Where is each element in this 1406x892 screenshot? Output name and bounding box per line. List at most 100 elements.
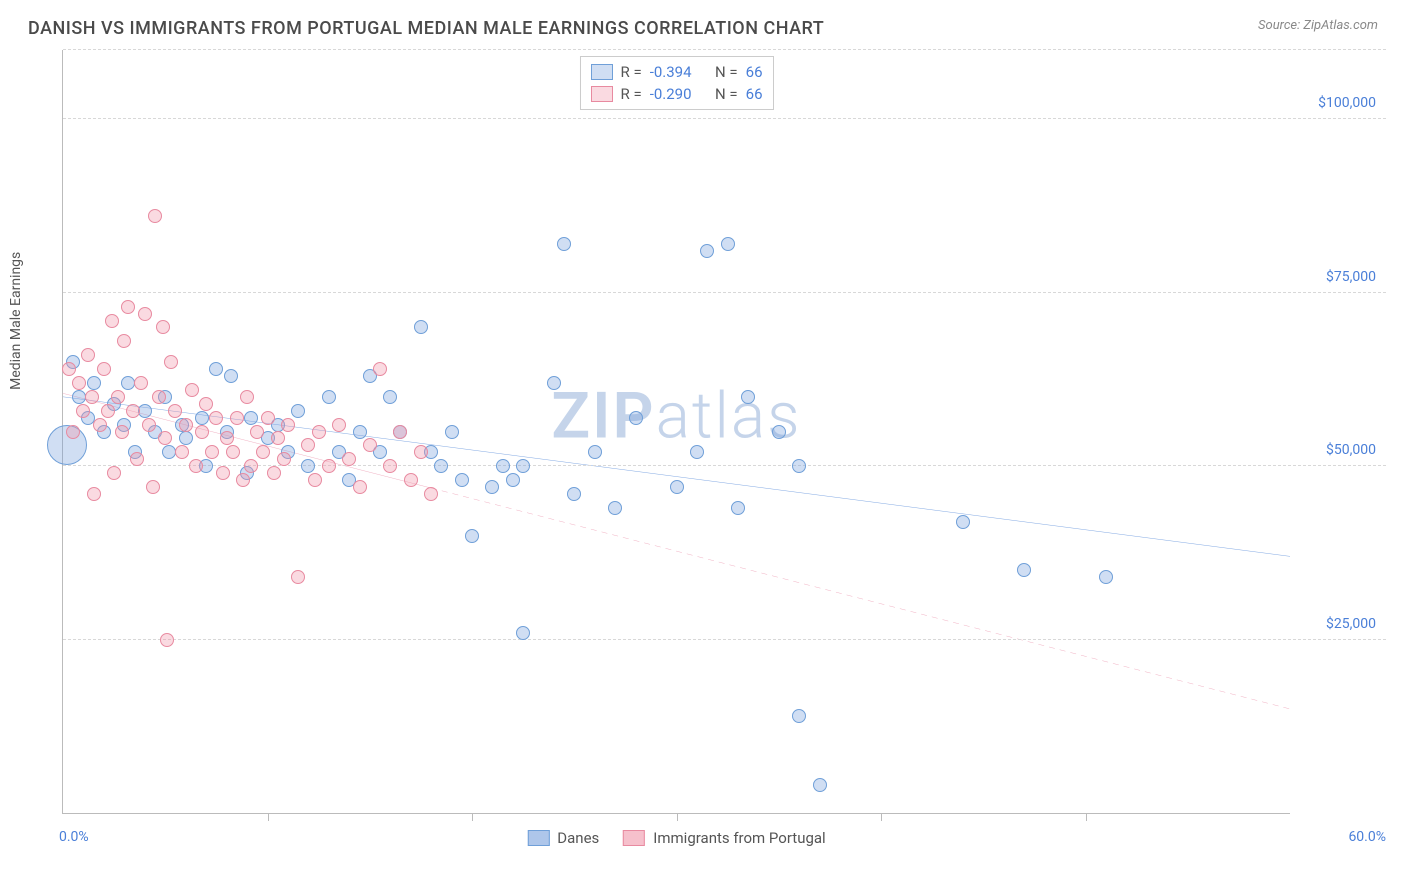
data-point	[209, 362, 223, 376]
data-point	[130, 452, 144, 466]
data-point	[189, 459, 203, 473]
data-point	[152, 390, 166, 404]
data-point	[107, 466, 121, 480]
n-label: N =	[715, 85, 738, 103]
data-point	[792, 709, 806, 723]
y-tick-label: $25,000	[1326, 616, 1376, 632]
data-point	[111, 390, 125, 404]
x-tick	[881, 813, 882, 821]
data-point	[700, 244, 714, 258]
legend-swatch	[590, 86, 612, 102]
x-tick	[677, 813, 678, 821]
data-point	[224, 369, 238, 383]
data-point	[424, 487, 438, 501]
data-point	[97, 362, 111, 376]
data-point	[322, 390, 336, 404]
data-point	[164, 355, 178, 369]
data-point	[312, 425, 326, 439]
data-point	[66, 425, 80, 439]
data-point	[267, 466, 281, 480]
data-point	[291, 570, 305, 584]
legend-label: Danes	[557, 829, 599, 847]
data-point	[741, 390, 755, 404]
data-point	[244, 459, 258, 473]
data-point	[244, 411, 258, 425]
gridline	[63, 639, 1386, 640]
legend-label: Immigrants from Portugal	[653, 829, 825, 847]
data-point	[209, 411, 223, 425]
data-point	[506, 473, 520, 487]
data-point	[353, 480, 367, 494]
data-point	[455, 473, 469, 487]
data-point	[105, 314, 119, 328]
data-point	[393, 425, 407, 439]
data-point	[87, 487, 101, 501]
data-point	[195, 425, 209, 439]
x-tick	[1086, 813, 1087, 821]
chart-title: DANISH VS IMMIGRANTS FROM PORTUGAL MEDIA…	[28, 18, 824, 39]
legend-swatch	[590, 64, 612, 80]
x-tick	[472, 813, 473, 821]
n-value: 66	[746, 85, 763, 103]
data-point	[216, 466, 230, 480]
data-point	[792, 459, 806, 473]
data-point	[383, 459, 397, 473]
legend-item: Immigrants from Portugal	[623, 829, 825, 847]
data-point	[76, 404, 90, 418]
n-value: 66	[746, 63, 763, 81]
data-point	[158, 431, 172, 445]
data-point	[240, 390, 254, 404]
data-point	[205, 445, 219, 459]
data-point	[156, 320, 170, 334]
data-point	[250, 425, 264, 439]
n-label: N =	[715, 63, 738, 81]
r-value: -0.394	[650, 63, 692, 81]
data-point	[301, 438, 315, 452]
data-point	[117, 334, 131, 348]
data-point	[516, 459, 530, 473]
data-point	[404, 473, 418, 487]
data-point	[772, 425, 786, 439]
data-point	[373, 362, 387, 376]
data-point	[220, 431, 234, 445]
data-point	[496, 459, 510, 473]
data-point	[956, 515, 970, 529]
data-point	[160, 633, 174, 647]
data-point	[353, 425, 367, 439]
correlation-row: R = -0.394 N = 66	[590, 61, 762, 83]
data-point	[629, 411, 643, 425]
data-point	[281, 418, 295, 432]
data-point	[731, 501, 745, 515]
data-point	[547, 376, 561, 390]
data-point	[195, 411, 209, 425]
r-label: R =	[620, 85, 641, 103]
data-point	[588, 445, 602, 459]
data-point	[72, 376, 86, 390]
data-point	[168, 404, 182, 418]
y-tick-label: $75,000	[1326, 269, 1376, 285]
data-point	[557, 237, 571, 251]
gridline	[63, 118, 1386, 119]
data-point	[93, 418, 107, 432]
data-point	[383, 390, 397, 404]
data-point	[226, 445, 240, 459]
data-point	[256, 445, 270, 459]
data-point	[142, 418, 156, 432]
chart-container: Median Male Earnings ZIPatlas R = -0.394…	[44, 50, 1386, 852]
data-point	[138, 404, 152, 418]
plot-area: ZIPatlas R = -0.394 N = 66R = -0.290 N =…	[62, 50, 1290, 814]
x-tick	[268, 813, 269, 821]
data-point	[670, 480, 684, 494]
data-point	[414, 320, 428, 334]
data-point	[322, 459, 336, 473]
x-min-label: 0.0%	[59, 829, 89, 845]
y-tick-label: $50,000	[1326, 442, 1376, 458]
data-point	[115, 425, 129, 439]
data-point	[230, 411, 244, 425]
trend-lines	[63, 50, 1290, 813]
data-point	[363, 438, 377, 452]
data-point	[813, 778, 827, 792]
data-point	[179, 431, 193, 445]
correlation-row: R = -0.290 N = 66	[590, 83, 762, 105]
data-point	[85, 390, 99, 404]
